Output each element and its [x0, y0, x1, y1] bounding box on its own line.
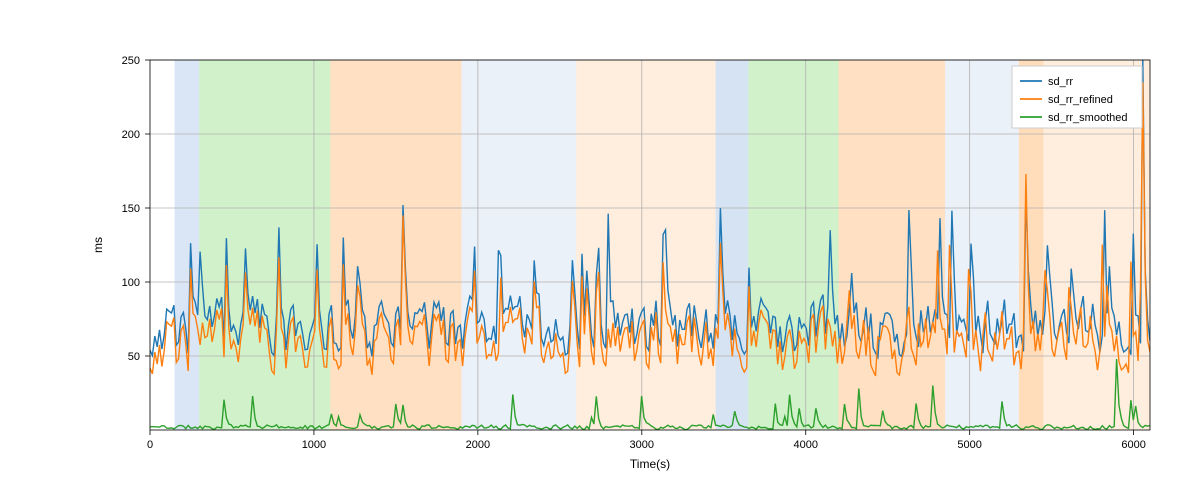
y-tick-label: 150	[122, 203, 140, 215]
y-tick-label: 100	[122, 277, 140, 289]
band-region	[199, 60, 330, 430]
x-tick-label: 6000	[1121, 439, 1145, 451]
x-tick-label: 4000	[793, 439, 817, 451]
band-region	[175, 60, 200, 430]
band-region	[461, 60, 576, 430]
y-tick-label: 50	[128, 351, 140, 363]
legend-label: sd_rr_smoothed	[1048, 112, 1128, 124]
x-tick-label: 0	[147, 439, 153, 451]
band-region	[839, 60, 946, 430]
line-chart: 0 1000 2000 3000 4000 5000 6000 50 100 150 200 250 T…	[0, 0, 1200, 500]
chart-container: 0 1000 2000 3000 4000 5000 6000 50 100 150 200 250 T…	[0, 0, 1200, 500]
x-tick-label: 3000	[630, 439, 654, 451]
legend-label: sd_rr	[1048, 76, 1073, 88]
y-axis-label: ms	[91, 237, 105, 253]
band-region	[330, 60, 461, 430]
legend-label: sd_rr_refined	[1048, 94, 1113, 106]
x-axis-label: Time(s)	[630, 457, 670, 471]
x-tick-label: 1000	[302, 439, 326, 451]
y-tick-label: 250	[122, 55, 140, 67]
y-tick-label: 200	[122, 129, 140, 141]
band-region	[748, 60, 838, 430]
legend: sd_rr sd_rr_refined sd_rr_smoothed	[1012, 66, 1142, 128]
x-tick-label: 2000	[466, 439, 490, 451]
band-region	[945, 60, 1019, 430]
band-region	[576, 60, 715, 430]
x-tick-label: 5000	[957, 439, 981, 451]
